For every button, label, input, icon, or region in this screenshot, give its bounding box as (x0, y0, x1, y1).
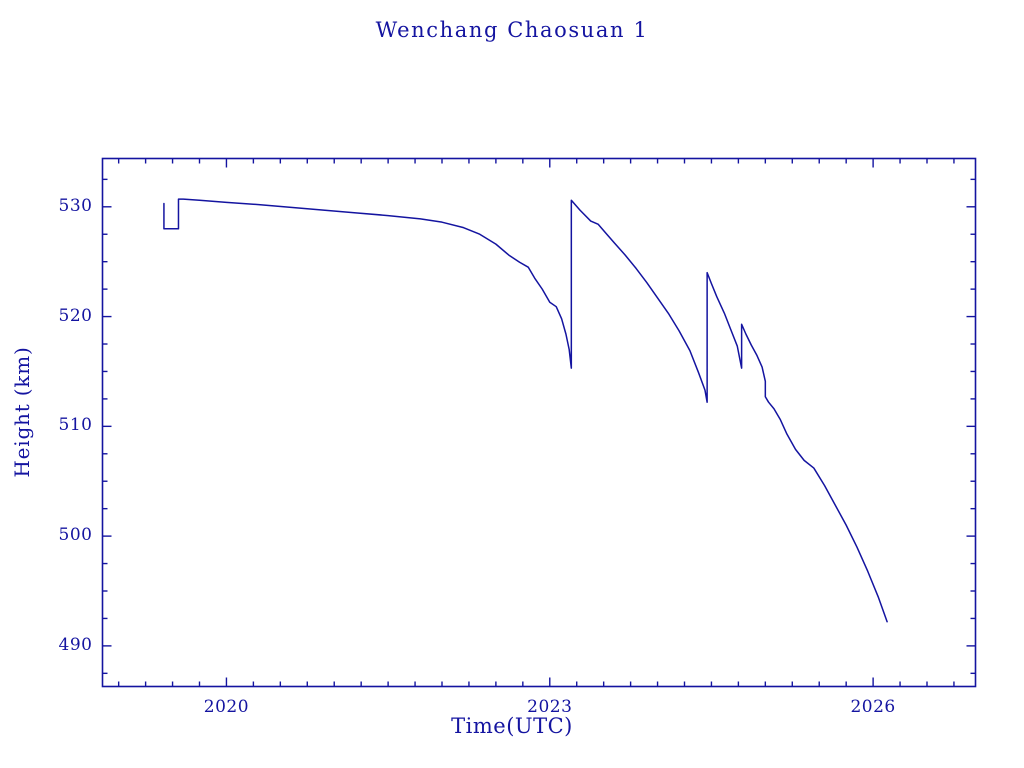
y-axis-title-wrap: Height (km) (2, 320, 38, 520)
axis-ticks (102, 158, 976, 687)
y-tick-label: 520 (58, 305, 93, 326)
y-tick-label: 510 (58, 415, 93, 436)
data-series-group (163, 198, 888, 623)
x-tick-label: 2020 (203, 696, 250, 717)
y-tick-label: 490 (58, 634, 93, 655)
y-tick-label: 530 (58, 195, 93, 216)
plot-frame (101, 157, 977, 688)
x-axis-title: Time(UTC) (451, 714, 573, 738)
y-axis-title: Height (km) (10, 346, 34, 478)
x-tick-label: 2023 (527, 696, 573, 717)
chart-title: Wenchang Chaosuan 1 (375, 18, 649, 42)
x-tick-label: 2026 (850, 696, 896, 717)
y-tick-label: 500 (58, 525, 93, 546)
